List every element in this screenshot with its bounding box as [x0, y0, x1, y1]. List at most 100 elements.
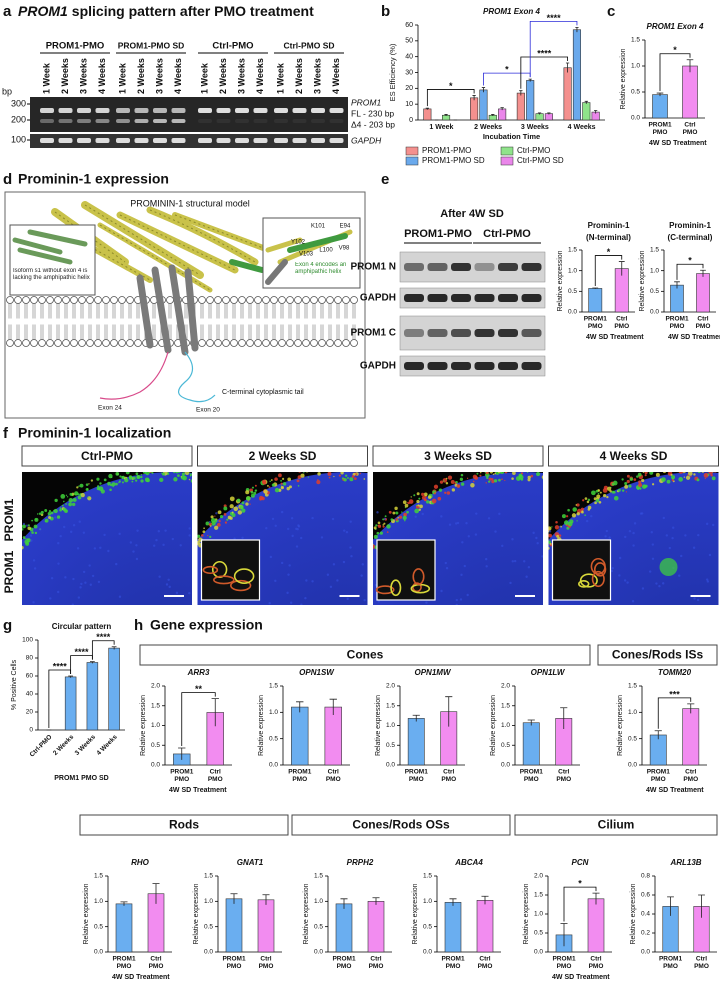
lipid-head — [166, 296, 174, 304]
signal — [197, 540, 200, 545]
signal — [359, 472, 362, 475]
lipid-head — [6, 339, 14, 347]
y-tick-label: 1.0 — [386, 722, 395, 729]
signal — [427, 495, 432, 499]
signal — [50, 511, 54, 515]
lipid-tail — [352, 303, 356, 319]
inset-ring — [412, 568, 425, 586]
gel-band — [216, 138, 231, 143]
lipid-tail — [208, 303, 212, 319]
nucleus — [99, 546, 102, 549]
gel-group-label: Ctrl-PMO — [212, 41, 253, 52]
signal — [704, 477, 706, 480]
y-tick-label: 0.0 — [641, 949, 650, 956]
nucleus — [135, 544, 138, 547]
nucleus — [541, 555, 543, 558]
signal — [515, 476, 521, 481]
signal — [582, 499, 585, 502]
nucleus — [383, 517, 387, 521]
error-bar — [211, 698, 219, 727]
nucleus — [97, 580, 101, 584]
lane-label: 3 Weeks — [312, 58, 322, 94]
signal — [491, 480, 495, 484]
signal — [307, 476, 310, 478]
inset — [200, 539, 261, 601]
signal — [504, 628, 506, 630]
blot-band — [404, 329, 424, 337]
blot-band — [427, 263, 448, 271]
lipid-head — [278, 296, 286, 304]
gel-band — [292, 138, 307, 143]
nucleus — [311, 580, 314, 583]
lipid-head — [78, 296, 86, 304]
nucleus — [304, 596, 307, 600]
y-tick-label: 0.0 — [534, 949, 543, 956]
lipid-tail — [312, 303, 316, 319]
blot-row-label: GAPDH — [360, 361, 396, 372]
signal — [27, 526, 32, 531]
y-tick-label: 0.5 — [423, 923, 432, 930]
x-tick-label: PROM1 — [647, 769, 671, 776]
signal — [653, 467, 657, 471]
lipid-head — [318, 339, 326, 347]
signal — [472, 474, 478, 480]
lipid-tail — [296, 303, 300, 319]
signal — [500, 624, 505, 629]
error-bar — [500, 107, 504, 111]
bar — [291, 706, 309, 766]
inset-ring — [375, 585, 395, 595]
signal — [498, 469, 501, 472]
nucleus — [297, 525, 301, 528]
signal — [177, 472, 181, 473]
tm-helix — [136, 274, 154, 349]
signal — [280, 479, 282, 482]
lane-label: 3 Weeks — [154, 58, 164, 94]
bar — [335, 903, 353, 953]
nucleus — [29, 534, 33, 537]
gel-band — [77, 108, 91, 113]
signal — [611, 490, 615, 494]
signal — [526, 472, 529, 473]
nucleus — [658, 584, 661, 588]
x-axis-label: 4W SD Treatment — [586, 334, 644, 341]
lipid-tail — [128, 303, 132, 319]
signal — [699, 467, 703, 471]
bar — [535, 113, 544, 121]
bar — [544, 113, 553, 121]
signal — [317, 472, 321, 476]
lipid-tail — [136, 324, 140, 340]
signal — [598, 500, 602, 504]
signal — [100, 489, 105, 494]
lipid-tail — [128, 324, 132, 340]
signal — [544, 469, 547, 472]
group-label: Cones/Rods OSs — [352, 818, 450, 832]
signal — [402, 515, 407, 521]
signal — [76, 486, 79, 489]
x-tick-label: PMO — [208, 776, 223, 783]
lipid-head — [86, 296, 94, 304]
nucleus — [274, 579, 277, 583]
x-tick-label: PMO — [653, 129, 668, 136]
nucleus — [475, 512, 478, 515]
chart-title: PROM1 Exon 4 — [483, 7, 540, 16]
nucleus — [343, 529, 346, 532]
nucleus — [157, 530, 161, 533]
y-tick-label: 0.0 — [650, 309, 659, 316]
nucleus — [268, 602, 271, 605]
x-axis-label: 4W SD Treatment — [646, 787, 704, 794]
nucleus — [305, 579, 308, 582]
x-tick-label: PMO — [651, 776, 666, 783]
y-tick-label: 30 — [405, 69, 413, 76]
y-axis-label: Relative expression — [617, 695, 624, 756]
y-tick-label: 0.0 — [386, 762, 395, 769]
lipid-tail — [16, 324, 20, 340]
error-bar — [667, 896, 674, 916]
signal — [431, 498, 437, 504]
signal — [580, 507, 585, 511]
x-tick-label: 1 Week — [429, 124, 453, 131]
signal — [508, 622, 512, 626]
signal — [371, 534, 372, 535]
nucleus — [463, 564, 467, 568]
signal — [586, 500, 590, 504]
signal — [651, 472, 654, 473]
